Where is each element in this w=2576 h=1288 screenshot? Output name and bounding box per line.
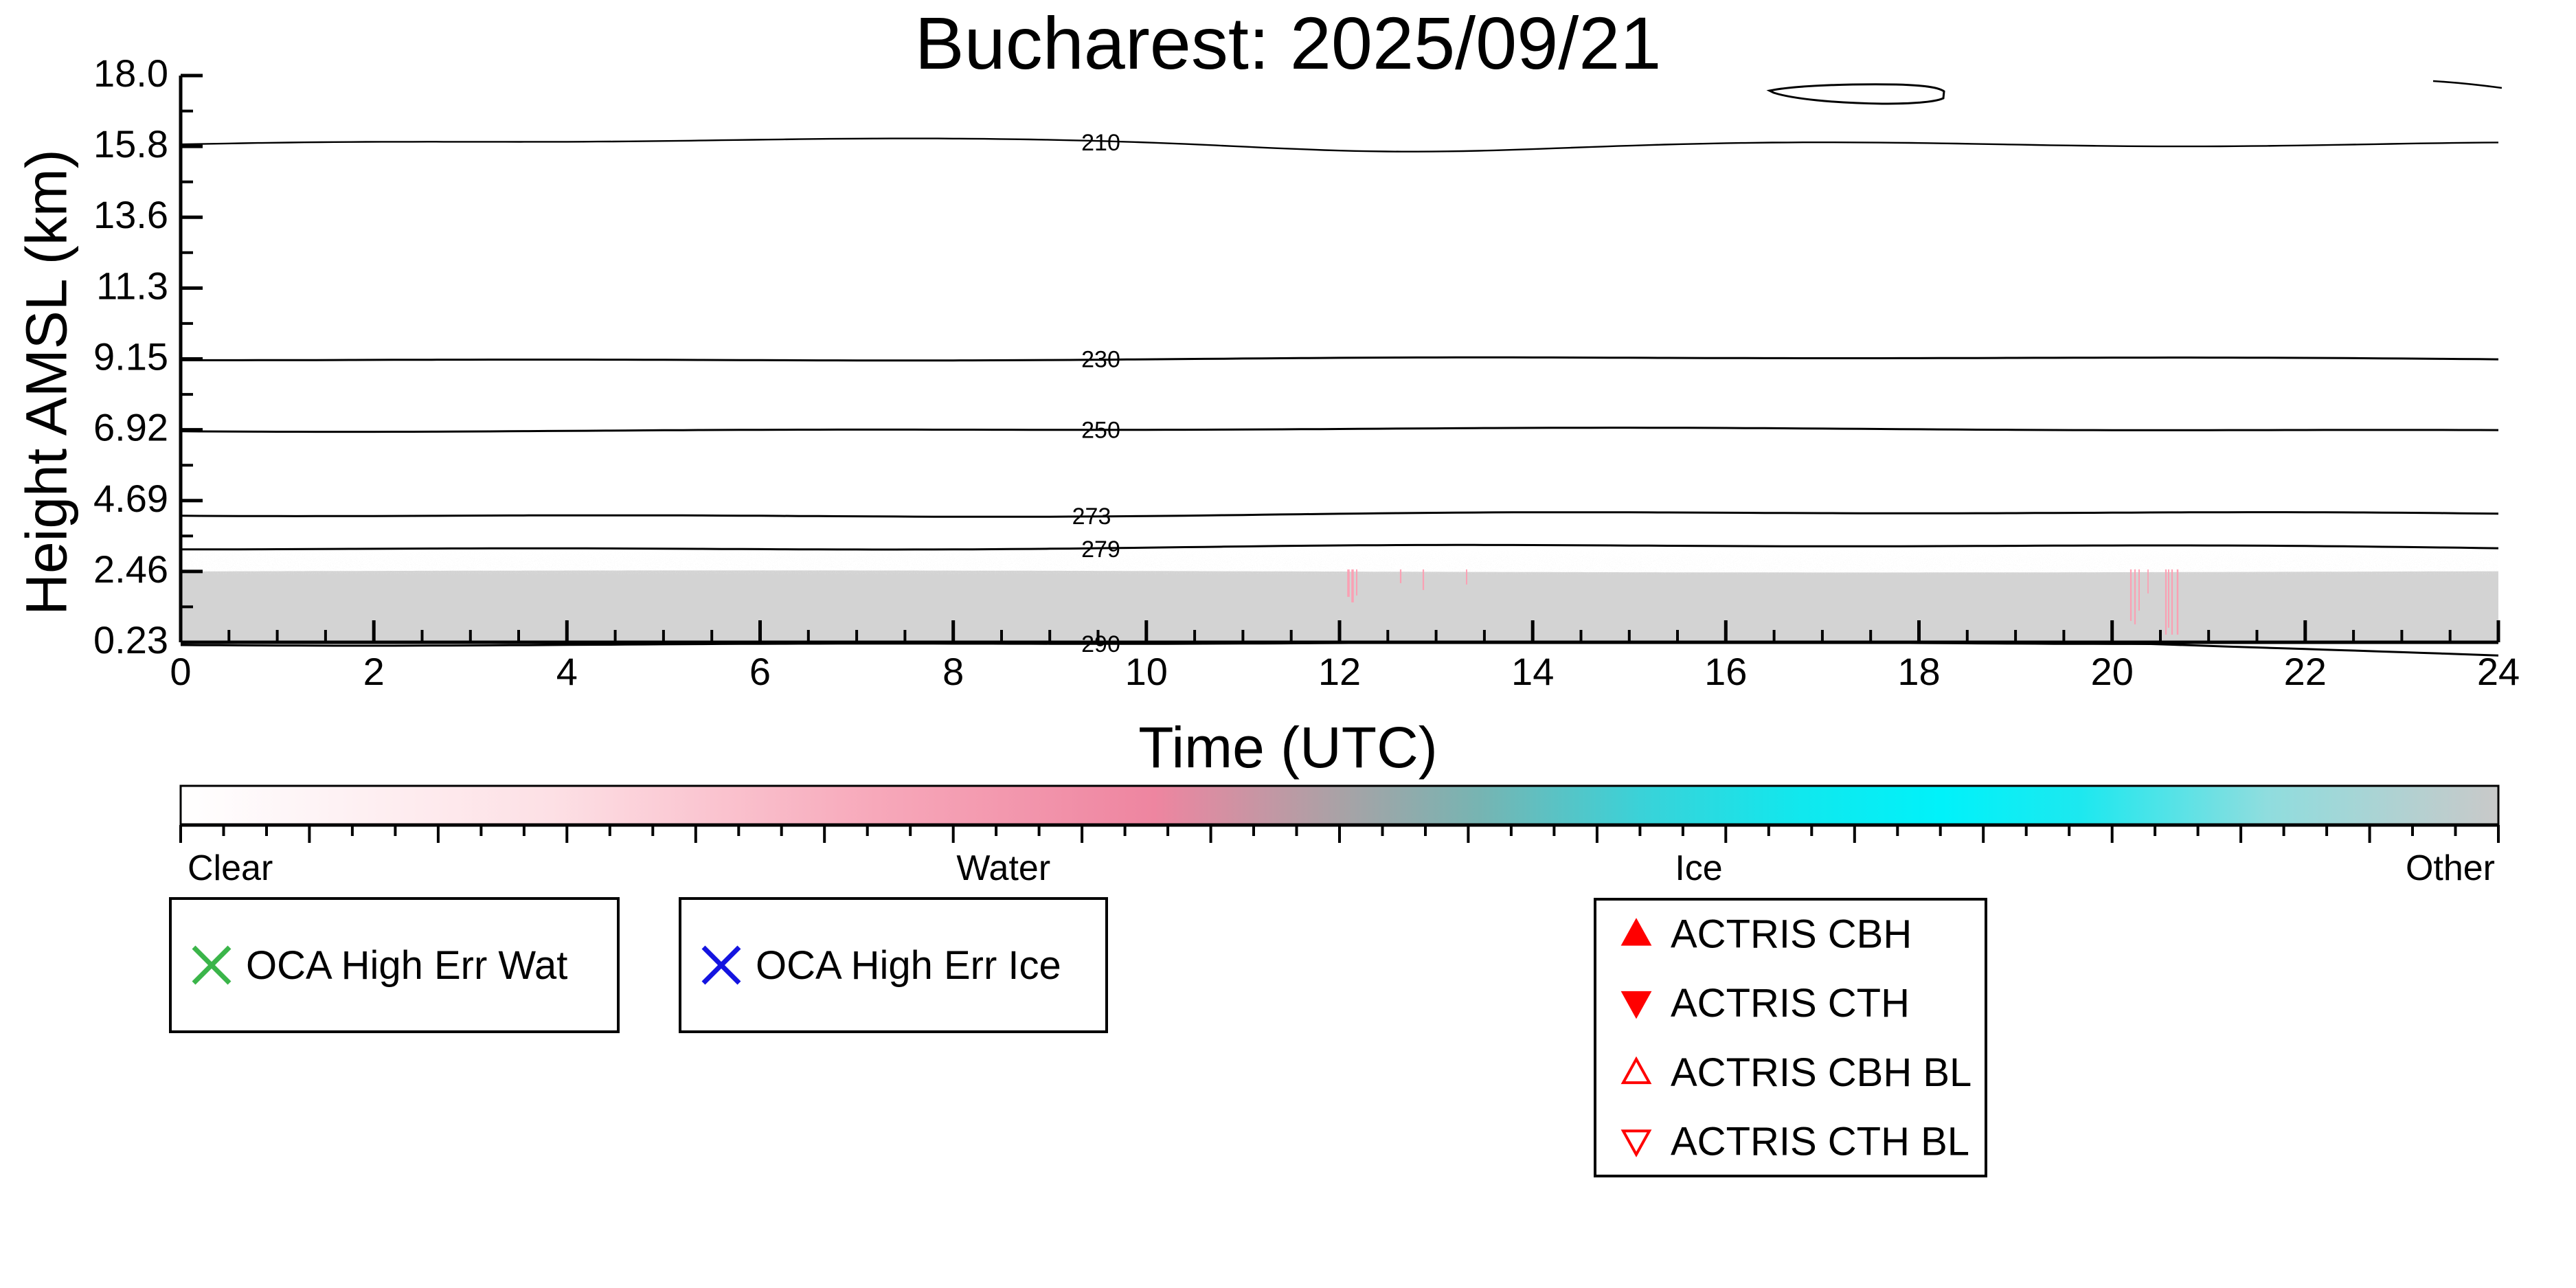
svg-text:13.6: 13.6	[93, 193, 168, 236]
svg-text:9.15: 9.15	[93, 335, 168, 379]
svg-text:2: 2	[363, 650, 385, 693]
svg-text:279: 279	[1081, 536, 1120, 563]
svg-text:6.92: 6.92	[93, 406, 168, 449]
svg-text:12: 12	[1318, 650, 1361, 693]
svg-text:ACTRIS CTH BL: ACTRIS CTH BL	[1671, 1120, 1969, 1164]
svg-text:24: 24	[2477, 650, 2520, 693]
svg-text:0.23: 0.23	[93, 618, 168, 662]
svg-text:OCA High Err Wat: OCA High Err Wat	[246, 943, 567, 988]
svg-text:Other: Other	[2406, 848, 2495, 888]
svg-text:6: 6	[749, 650, 771, 693]
svg-text:273: 273	[1072, 504, 1111, 530]
svg-text:18: 18	[1897, 650, 1940, 693]
svg-text:Water: Water	[956, 848, 1050, 888]
svg-text:8: 8	[942, 650, 964, 693]
svg-text:250: 250	[1081, 418, 1120, 444]
svg-text:16: 16	[1704, 650, 1747, 693]
svg-text:Ice: Ice	[1675, 848, 1722, 888]
svg-text:18.0: 18.0	[93, 52, 168, 95]
svg-text:2.46: 2.46	[93, 547, 168, 591]
svg-text:230: 230	[1081, 347, 1120, 373]
svg-text:4: 4	[556, 650, 578, 693]
svg-text:0: 0	[170, 650, 191, 693]
svg-text:ACTRIS CBH BL: ACTRIS CBH BL	[1671, 1050, 1971, 1095]
svg-text:14: 14	[1511, 650, 1554, 693]
svg-text:OCA High Err Ice: OCA High Err Ice	[756, 943, 1061, 988]
svg-text:20: 20	[2091, 650, 2134, 693]
svg-text:15.8: 15.8	[93, 122, 168, 166]
svg-text:ACTRIS CTH: ACTRIS CTH	[1671, 981, 1910, 1026]
svg-text:22: 22	[2284, 650, 2327, 693]
svg-text:11.3: 11.3	[96, 264, 168, 307]
svg-text:4.69: 4.69	[93, 477, 168, 520]
svg-text:290: 290	[1081, 631, 1120, 657]
svg-text:10: 10	[1125, 650, 1168, 693]
svg-text:Clear: Clear	[188, 848, 273, 888]
svg-text:ACTRIS CBH: ACTRIS CBH	[1671, 912, 1912, 956]
svg-text:210: 210	[1081, 130, 1120, 156]
